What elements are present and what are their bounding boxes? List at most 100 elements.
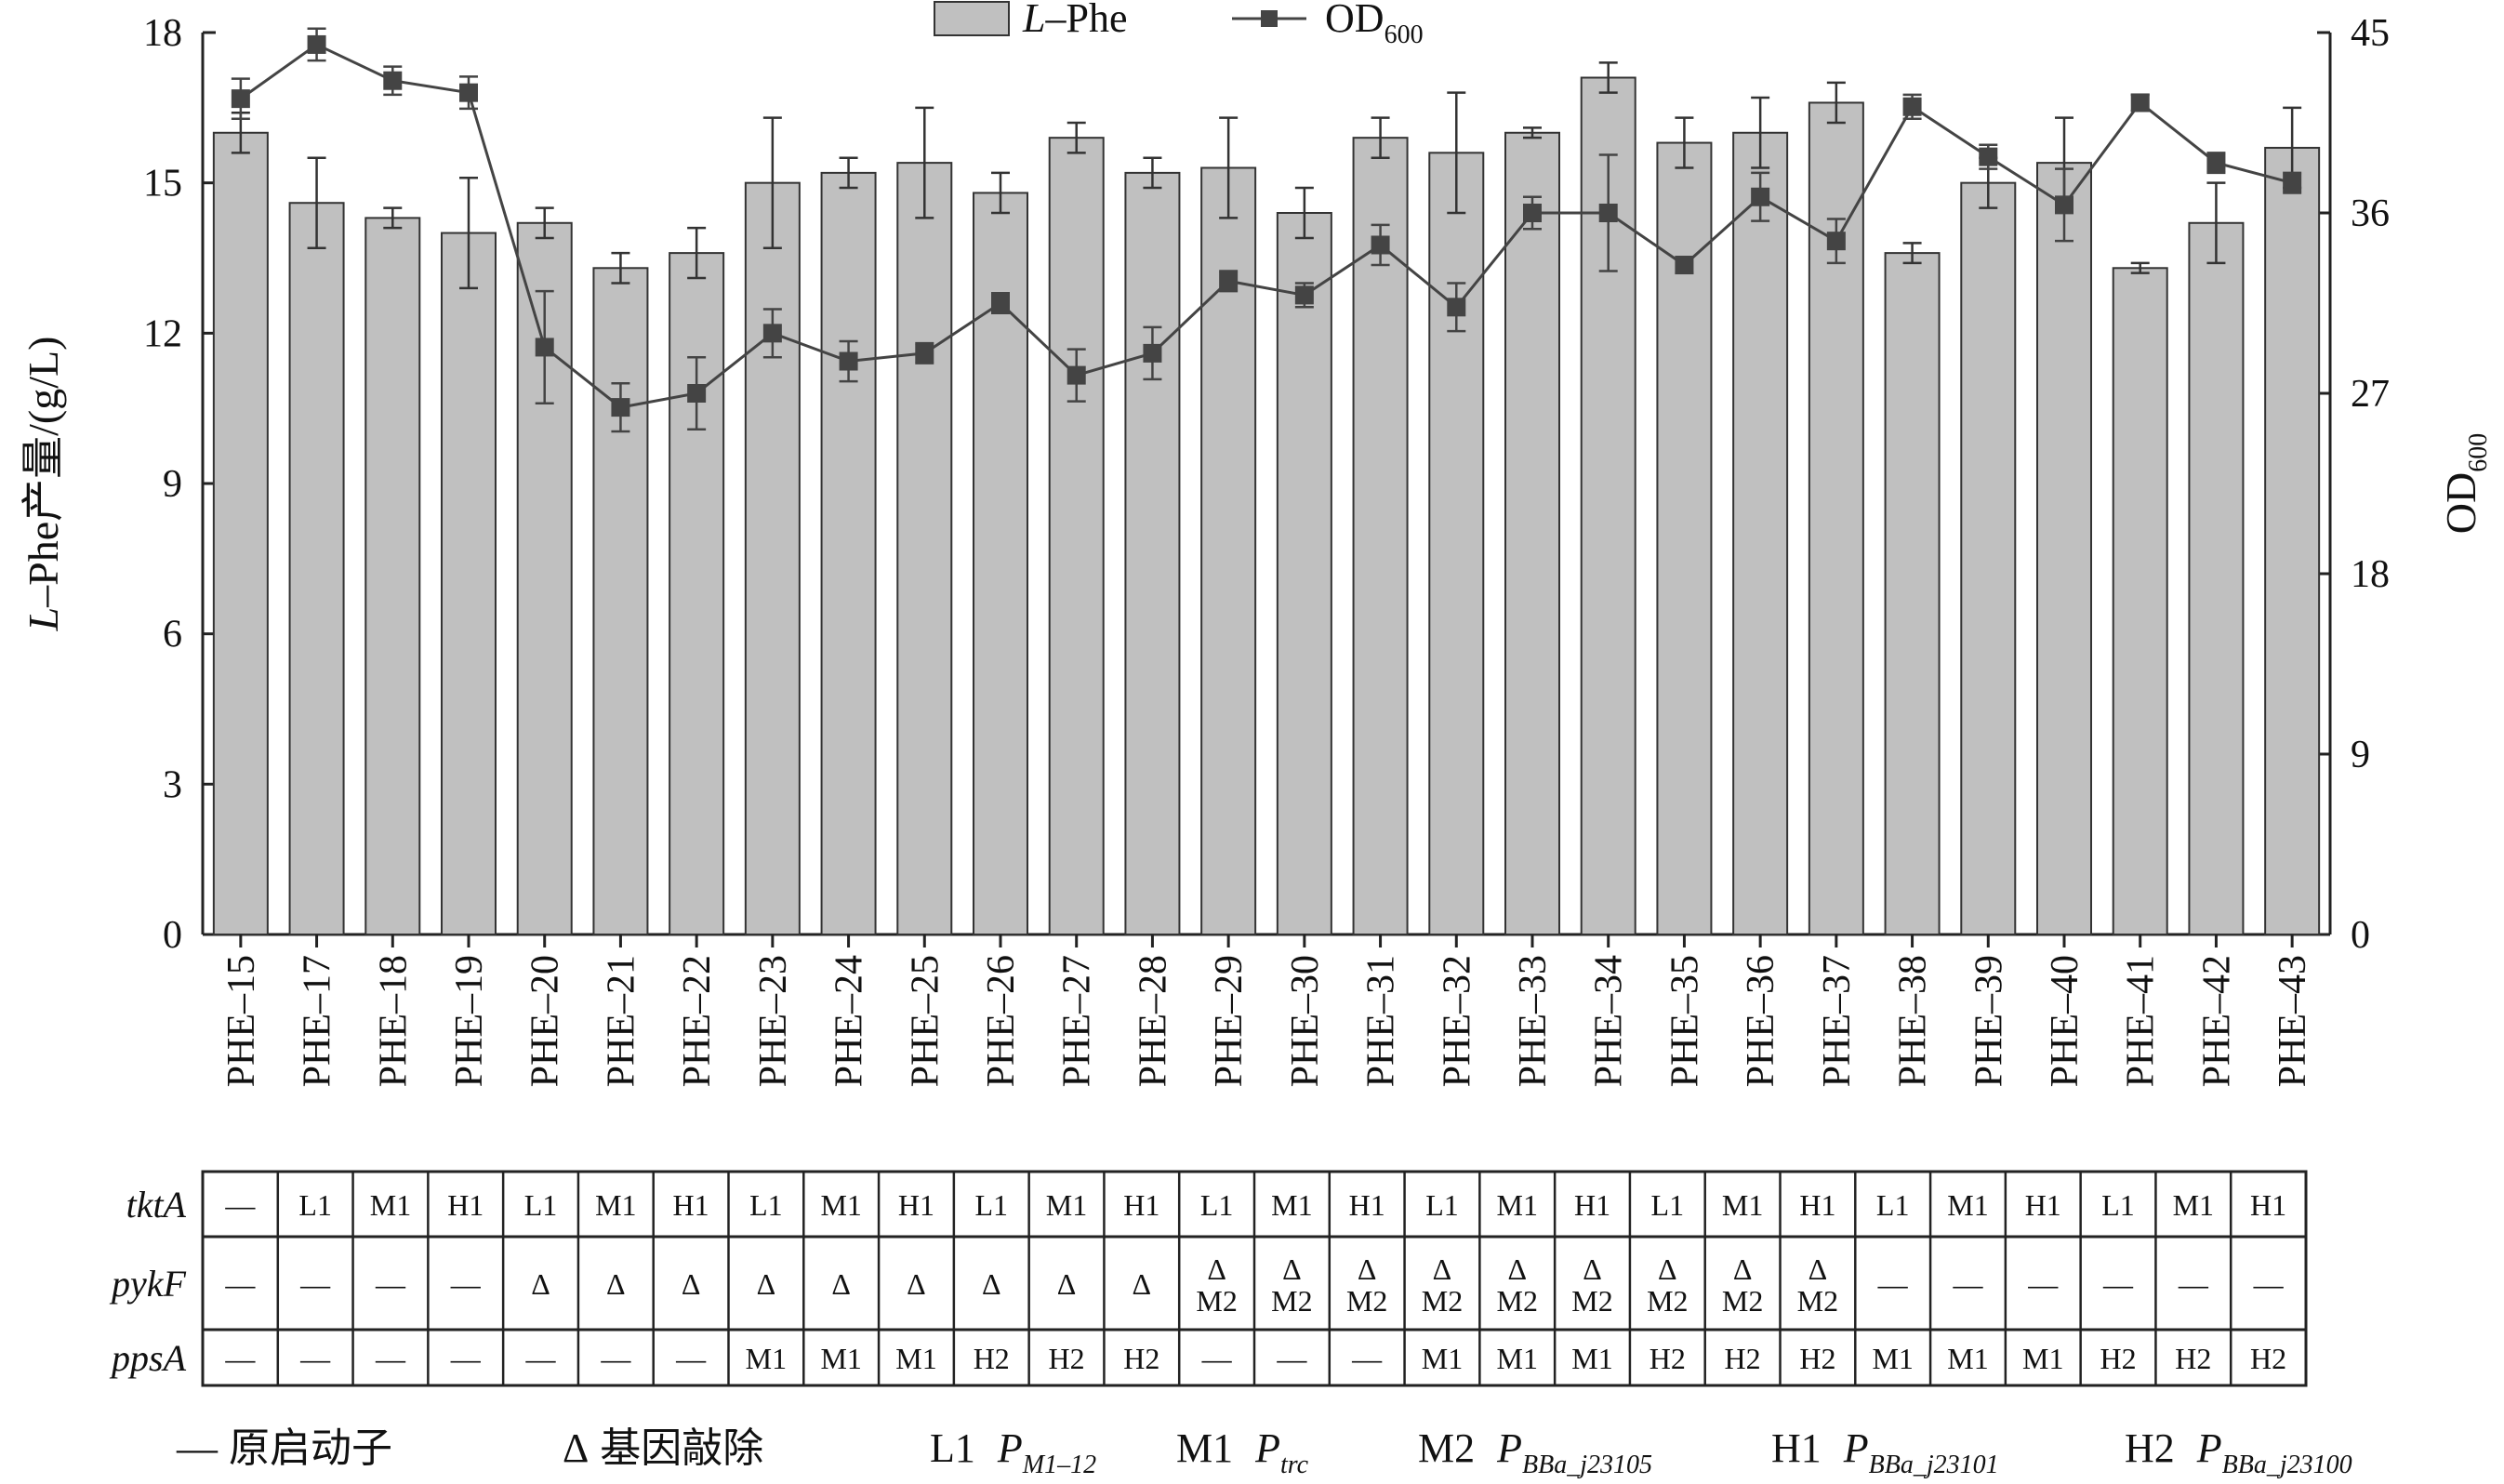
bar [1504,131,1560,935]
footnote-promoter-sub: BBa_j23100 [2222,1451,2352,1479]
left-y-tick-label: 3 [163,763,182,806]
left-axis-title: L–Phe产量/(g/L) [20,337,67,632]
left-y-tick-label: 18 [143,12,182,55]
strain-table: tktA — L1 M1 H1 L1 M1 H1 L1 M1 H1 L1 M1 H1 L1 M1 H1 L1 M1 H… [109,1170,2308,1387]
right-y-tick-label: 36 [2351,192,2390,235]
right-axis-title-main: OD [2437,472,2484,534]
footnote-code: M2 [1418,1425,1475,1471]
category-label: PHE–25 [904,955,947,1087]
table-cell: L1 [1876,1188,1910,1222]
table-cell: M1 [1722,1188,1763,1222]
left-y-tick-label: 12 [143,312,182,355]
table-cell: L1 [2101,1188,2135,1222]
table-cell: M2 [1422,1284,1463,1318]
footnote-promoter: P [2196,1425,2222,1471]
legend-bar-swatch [934,1,1010,36]
category-label: PHE–15 [220,955,263,1087]
table-cell: M1 [1571,1342,1612,1375]
table-cell: M2 [1571,1284,1612,1318]
category-label: PHE–29 [1208,955,1251,1087]
bar [1656,141,1713,936]
right-axis-title: OD600 [2437,433,2493,534]
table-cell: L1 [974,1188,1008,1222]
table-cell: — [299,1342,331,1375]
table-cell: H1 [447,1188,484,1222]
category-label: PHE–34 [1588,955,1631,1087]
table-cell: H2 [1725,1342,1761,1375]
footnote-code: L1 [930,1425,975,1471]
category-label: PHE–17 [297,955,339,1087]
table-cell: Δ [907,1267,926,1301]
category-label: PHE–42 [2195,955,2238,1087]
table-cell: H1 [673,1188,709,1222]
table-cell: L1 [524,1188,558,1222]
bar [364,217,421,935]
footnote-promoter: P [1496,1425,1522,1471]
category-label: PHE–36 [1740,955,1782,1087]
footnote-item: M1 Ptrc [1176,1425,1309,1479]
od-point [611,398,630,417]
bar [1884,252,1941,936]
right-y-tick-label: 0 [2351,914,2370,957]
footnote-item: L1 PM1–12 [930,1425,1096,1479]
category-label: PHE–33 [1512,955,1555,1087]
legend-bar-label-italic: L [1022,0,1045,41]
table-cell: — [299,1267,331,1301]
od-point [231,89,250,109]
footnote-item: H1 PBBa_j23101 [1771,1425,1999,1479]
table-cell: L1 [1200,1188,1234,1222]
od-point [1675,256,1694,275]
category-label: PHE–38 [1892,955,1935,1087]
table-cell: Δ [831,1267,851,1301]
table-cell: M1 [895,1342,936,1375]
table-cell: H1 [2025,1188,2061,1222]
table-cell: Δ [1433,1252,1452,1286]
bar [1960,181,2017,935]
od-point [2283,173,2302,192]
od-point [383,71,403,90]
table-cell: M1 [1947,1342,1988,1375]
bar [1124,171,1181,935]
table-row-label: ppsA [109,1337,187,1379]
footnote-code: M1 [1176,1425,1233,1471]
table-cell: Δ [1658,1252,1677,1286]
table-cell: H1 [898,1188,934,1222]
category-label: PHE–28 [1132,955,1174,1087]
legend-line-label: OD600 [1325,0,1424,49]
table-cell: H1 [1123,1188,1159,1222]
od-point [1826,232,1846,251]
legend-line-marker [1261,10,1278,27]
bar [2188,221,2245,935]
bar [1048,137,1105,935]
od-point [1751,187,1770,206]
footnote-promoter: P [1843,1425,1869,1471]
footnote-code: H2 [2125,1425,2175,1471]
footnote-text: 原启动子 [229,1425,392,1471]
right-y-tick-label: 9 [2351,734,2370,776]
table-cell: — [450,1342,482,1375]
table-cell: — [224,1342,256,1375]
table-cell: — [1952,1267,1983,1301]
od-point [687,384,707,403]
table-cell: Δ [1207,1252,1226,1286]
footnote-code: H1 [1771,1425,1822,1471]
table-row-label: pykF [109,1263,187,1305]
left-axis-title-rest: –Phe产量/(g/L) [20,337,67,608]
od-point [1143,343,1162,363]
table-cell: H2 [2175,1342,2211,1375]
od-point [307,34,326,54]
category-label: PHE–24 [828,955,871,1087]
category-label: PHE–26 [980,955,1023,1087]
legend-line-label-main: OD [1325,0,1384,41]
table-cell: H2 [2250,1342,2286,1375]
bar [1428,152,1485,936]
od-point [1523,204,1542,222]
table-cell: — [2178,1267,2209,1301]
footnote-item: H2 PBBa_j23100 [2125,1425,2352,1479]
legend: L–Phe OD600 [934,0,1424,49]
legend-bar-label: L–Phe [1022,0,1127,41]
table-cell: M1 [1271,1188,1312,1222]
bar-series [212,76,2321,936]
table-cell: — [2102,1267,2134,1301]
